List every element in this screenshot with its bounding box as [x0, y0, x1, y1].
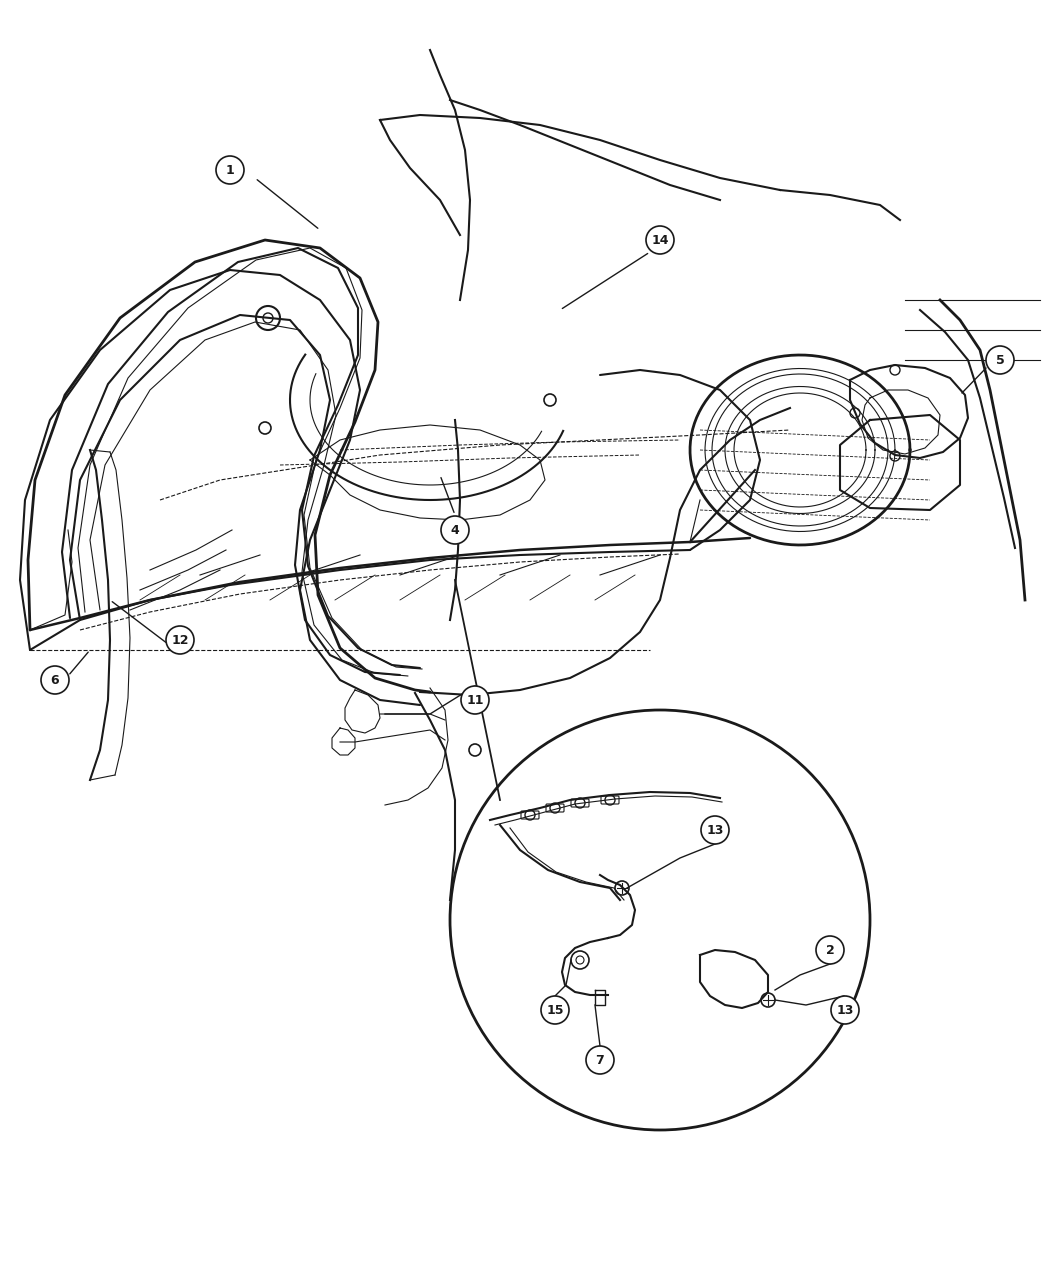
- Circle shape: [586, 1046, 614, 1074]
- Text: 2: 2: [825, 944, 835, 956]
- Text: 6: 6: [50, 673, 59, 686]
- Text: 1: 1: [226, 163, 234, 176]
- Text: 13: 13: [836, 1003, 854, 1016]
- Circle shape: [216, 156, 244, 184]
- Circle shape: [41, 666, 69, 694]
- Text: 11: 11: [466, 694, 484, 706]
- Circle shape: [646, 226, 674, 254]
- Circle shape: [541, 996, 569, 1024]
- Circle shape: [441, 516, 469, 544]
- Circle shape: [831, 996, 859, 1024]
- Text: 4: 4: [450, 524, 460, 537]
- Circle shape: [701, 816, 729, 844]
- Text: 15: 15: [546, 1003, 564, 1016]
- Circle shape: [816, 936, 844, 964]
- Circle shape: [761, 993, 775, 1007]
- Circle shape: [986, 346, 1014, 374]
- Circle shape: [166, 626, 194, 654]
- Text: 13: 13: [707, 824, 723, 836]
- Text: 12: 12: [171, 634, 189, 646]
- Text: 14: 14: [651, 233, 669, 246]
- Circle shape: [615, 881, 629, 895]
- Text: 7: 7: [595, 1053, 605, 1066]
- Circle shape: [461, 686, 489, 714]
- Text: 5: 5: [995, 353, 1005, 366]
